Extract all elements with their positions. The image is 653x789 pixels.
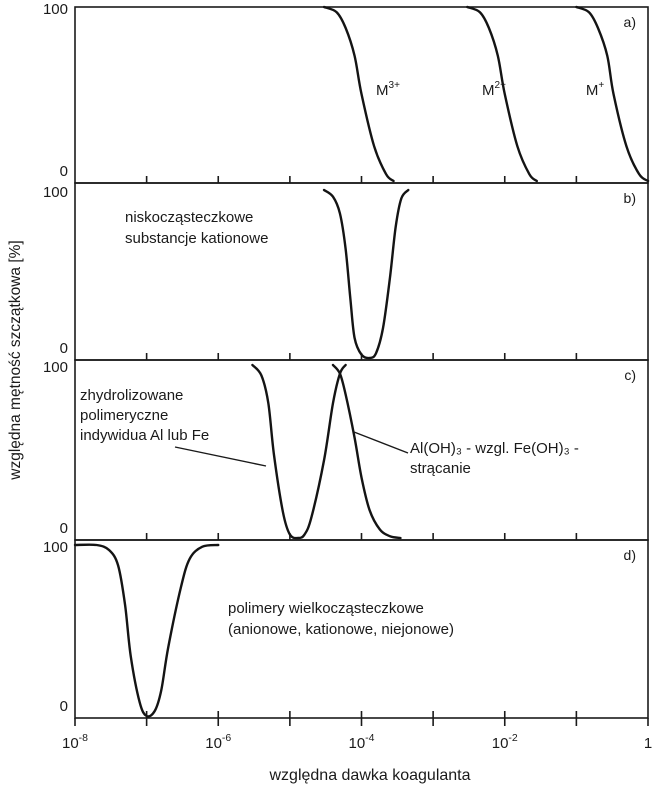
annotation-c-left: zhydrolizowane polimeryczne indywidua Al l… <box>80 387 209 444</box>
x-tick-label: 10-8 <box>62 732 88 752</box>
x-tick-label-exponent: -6 <box>222 732 231 744</box>
y-tick-label-bottom: 0 <box>60 520 68 537</box>
x-tick-label: 1 <box>644 735 652 752</box>
panel-label-b: b) <box>624 190 636 206</box>
annotation-b: niskocząsteczkowe substancje kationowe <box>125 209 268 247</box>
x-tick-label: 10-4 <box>348 732 374 752</box>
axis-ticks <box>74 176 649 726</box>
y-tick-label-top: 100 <box>43 1 68 18</box>
x-tick-label-base: 10 <box>492 735 509 752</box>
curve-a-3 <box>575 5 650 183</box>
curve-a-2 <box>466 5 538 183</box>
x-tick-label-base: 10 <box>348 735 365 752</box>
y-tick-label-top: 100 <box>43 359 68 376</box>
x-tick-label-exponent: -2 <box>508 732 517 744</box>
panel-label-d: d) <box>624 547 636 563</box>
x-tick-label-base: 10 <box>62 735 79 752</box>
curve-b-1 <box>322 188 410 360</box>
curves <box>73 5 650 718</box>
annotation-c-right: Al(OH)₃ - wzgl. Fe(OH)₃ -strącanie <box>410 440 579 477</box>
leader-line-left <box>174 446 267 467</box>
y-tick-label-bottom: 0 <box>60 163 68 180</box>
panel-label-c: c) <box>624 367 636 383</box>
y-axis-label: względna mętność szczątkowa [%] <box>7 240 24 481</box>
curve-c-1 <box>251 363 347 540</box>
y-tick-label-bottom: 0 <box>60 340 68 357</box>
series-label-1: M3+ <box>376 80 400 99</box>
curve-c-2 <box>331 363 402 540</box>
annotation-d: polimery wielkocząsteczkowe (anionowe, ka… <box>228 600 454 638</box>
y-tick-label-bottom: 0 <box>60 698 68 715</box>
series-label-3: M+ <box>586 80 605 99</box>
curve-a-1 <box>322 5 395 183</box>
x-tick-label: 10-6 <box>205 732 231 752</box>
y-tick-label-top: 100 <box>43 184 68 201</box>
curve-d-1 <box>73 543 220 718</box>
labels: względna dawka koagulanta względna mętno… <box>7 1 652 784</box>
leader-line-right <box>353 431 409 454</box>
y-tick-label-top: 100 <box>43 539 68 556</box>
x-tick-label-exponent: -8 <box>79 732 88 744</box>
series-label-2: M2+ <box>482 80 506 99</box>
panel-label-a: a) <box>624 14 636 30</box>
x-tick-label-exponent: -4 <box>365 732 374 744</box>
x-axis-label: względna dawka koagulanta <box>268 767 470 784</box>
x-tick-label-base: 1 <box>644 735 652 752</box>
x-tick-label: 10-2 <box>492 732 518 752</box>
x-tick-label-base: 10 <box>205 735 222 752</box>
